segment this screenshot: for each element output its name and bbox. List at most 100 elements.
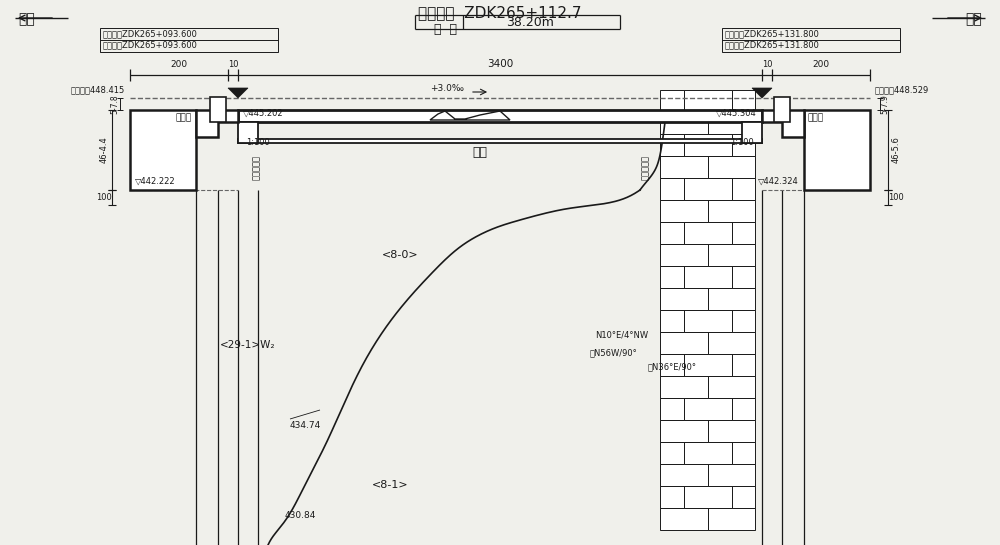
Bar: [708, 420, 755, 442]
Text: 槽底流方线: 槽底流方线: [252, 154, 261, 179]
Polygon shape: [196, 110, 238, 137]
Text: 200: 200: [812, 59, 830, 69]
Bar: [684, 310, 732, 332]
Bar: [708, 508, 755, 530]
Text: 节N56W/90°: 节N56W/90°: [590, 348, 638, 358]
Bar: [722, 28, 900, 52]
Text: 空腔: 空腔: [473, 146, 488, 159]
Bar: [660, 354, 684, 376]
Bar: [660, 464, 708, 486]
Bar: [238, 122, 258, 143]
Bar: [708, 288, 755, 310]
Bar: [238, 139, 762, 143]
Bar: [732, 442, 755, 464]
Text: 分界里程ZDK265+093.600: 分界里程ZDK265+093.600: [103, 40, 198, 50]
Text: 轨底标高448.529: 轨底标高448.529: [875, 86, 929, 94]
Text: 5-7.8: 5-7.8: [111, 94, 120, 114]
Text: 台虎里程ZDK265+093.600: 台虎里程ZDK265+093.600: [103, 29, 198, 39]
Text: 重庆: 重庆: [18, 12, 35, 26]
Text: 430.84: 430.84: [285, 511, 316, 519]
Bar: [732, 134, 755, 156]
Text: 434.74: 434.74: [290, 421, 321, 429]
Text: 10: 10: [228, 59, 238, 69]
Bar: [684, 178, 732, 200]
Bar: [732, 178, 755, 200]
Text: 台虎里程ZDK265+131.800: 台虎里程ZDK265+131.800: [725, 29, 820, 39]
Text: 滑动端: 滑动端: [808, 113, 824, 123]
Text: +3.0‰: +3.0‰: [430, 83, 464, 93]
Text: 轨底标高448.415: 轨底标高448.415: [71, 86, 125, 94]
Bar: [684, 354, 732, 376]
Bar: [660, 244, 708, 266]
Bar: [100, 28, 278, 52]
Polygon shape: [752, 88, 772, 98]
Text: 节N36°E/90°: 节N36°E/90°: [648, 362, 697, 372]
Bar: [684, 90, 732, 112]
Bar: [732, 486, 755, 508]
Bar: [660, 508, 708, 530]
Bar: [660, 222, 684, 244]
Polygon shape: [762, 110, 804, 137]
Text: 5-7.9: 5-7.9: [880, 94, 890, 114]
Bar: [660, 200, 708, 222]
Bar: [732, 354, 755, 376]
Text: <8-1>: <8-1>: [372, 480, 408, 490]
Bar: [684, 222, 732, 244]
Text: ▽442.324: ▽442.324: [758, 177, 799, 186]
Bar: [660, 332, 708, 354]
Bar: [708, 112, 755, 134]
Text: 100: 100: [96, 192, 112, 202]
Bar: [684, 486, 732, 508]
Text: ▽445.304: ▽445.304: [716, 109, 757, 118]
Bar: [210, 97, 226, 122]
Bar: [660, 288, 708, 310]
Bar: [708, 156, 755, 178]
Bar: [708, 244, 755, 266]
Bar: [660, 310, 684, 332]
Text: 46-5.6: 46-5.6: [892, 137, 900, 163]
Bar: [660, 442, 684, 464]
Bar: [238, 110, 762, 122]
Bar: [684, 398, 732, 420]
Bar: [660, 266, 684, 288]
Bar: [660, 90, 684, 112]
Text: 1:100: 1:100: [246, 137, 270, 147]
Text: 固定端: 固定端: [176, 113, 192, 123]
Text: 怀化: 怀化: [965, 12, 982, 26]
Bar: [684, 266, 732, 288]
Bar: [732, 310, 755, 332]
Bar: [660, 420, 708, 442]
Text: 槽底流方线: 槽底流方线: [640, 154, 650, 179]
Bar: [660, 398, 684, 420]
Text: 100: 100: [888, 192, 904, 202]
Bar: [660, 486, 684, 508]
Text: ▽445.202: ▽445.202: [243, 109, 284, 118]
Bar: [660, 376, 708, 398]
Text: 分界里程ZDK265+131.800: 分界里程ZDK265+131.800: [725, 40, 820, 50]
Bar: [684, 442, 732, 464]
Bar: [742, 122, 762, 143]
Text: N10°E/4°NW: N10°E/4°NW: [595, 330, 648, 340]
Bar: [130, 110, 196, 190]
Text: <8-0>: <8-0>: [382, 250, 418, 260]
Text: 200: 200: [170, 59, 188, 69]
Bar: [660, 178, 684, 200]
Text: 中心里程  ZDK265+112.7: 中心里程 ZDK265+112.7: [418, 5, 582, 20]
Bar: [684, 134, 732, 156]
Bar: [660, 112, 708, 134]
Text: 46-4.4: 46-4.4: [100, 137, 109, 163]
Bar: [804, 110, 870, 190]
Bar: [732, 266, 755, 288]
Bar: [708, 376, 755, 398]
Bar: [708, 200, 755, 222]
Bar: [708, 332, 755, 354]
Bar: [732, 222, 755, 244]
Bar: [732, 90, 755, 112]
Text: 3400: 3400: [487, 59, 513, 69]
Polygon shape: [228, 88, 248, 98]
Text: 38.20m: 38.20m: [506, 15, 554, 28]
Bar: [708, 464, 755, 486]
Bar: [774, 97, 790, 122]
Bar: [660, 156, 708, 178]
Text: <29-1>W₂: <29-1>W₂: [220, 340, 276, 350]
